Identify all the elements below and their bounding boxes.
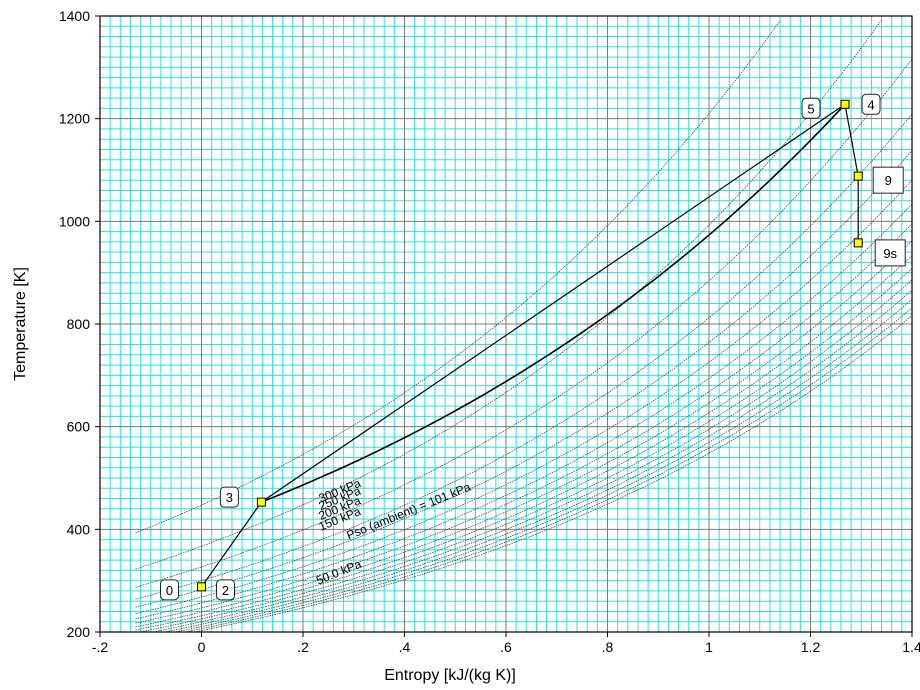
- y-tick-label: 800: [67, 316, 91, 332]
- y-axis-ticks: 200 400 600 800 1000 1200 1400: [59, 8, 100, 640]
- isobar-line: [135, 203, 913, 620]
- y-tick-label: 400: [67, 521, 91, 537]
- y-axis-title: Temperature [K]: [12, 267, 29, 381]
- y-tick-label: 1200: [59, 111, 90, 127]
- state-marker: [853, 171, 863, 181]
- isobar-line: [165, 289, 913, 633]
- y-tick-label: 1000: [59, 213, 90, 229]
- y-tick-label: 600: [67, 419, 91, 435]
- state-marker: [853, 238, 863, 248]
- isobar-line: [135, 58, 913, 588]
- isobar-line: [176, 299, 913, 633]
- isobar-line: [186, 307, 913, 633]
- state-label-text: 3: [226, 490, 233, 505]
- y-tick-label: 1400: [59, 8, 90, 24]
- x-axis-ticks: -.2 0 .2 .4 .6 .8 1 1.2 1.4: [92, 632, 920, 655]
- state-label-box: [872, 166, 904, 194]
- isobar-line: [135, 19, 882, 570]
- x-tick-label: 1.2: [801, 639, 821, 655]
- isobar-line: [135, 150, 913, 608]
- isobar-line: [135, 179, 913, 615]
- state-label-box: [219, 486, 239, 508]
- combustion-path: [261, 103, 846, 503]
- state-label-text: 4: [867, 97, 874, 112]
- x-axis-title: Entropy [kJ/(kg K)]: [384, 667, 516, 684]
- x-tick-label: .8: [602, 639, 614, 655]
- state-label-text: 0: [166, 583, 173, 598]
- isobar-line: [196, 315, 913, 633]
- state-label-box: [861, 93, 881, 115]
- state-marker: [197, 582, 206, 592]
- x-tick-label: 1.4: [902, 639, 920, 655]
- x-tick-label: 1: [705, 639, 713, 655]
- isobar-line: [155, 279, 913, 632]
- x-tick-label: -.2: [92, 639, 109, 655]
- state-label-box: [216, 579, 235, 601]
- isobar-line: [135, 255, 913, 631]
- state-label-box: [160, 579, 179, 601]
- x-tick-label: 0: [198, 639, 206, 655]
- state-label-text: 2: [222, 583, 229, 598]
- y-tick-label: 200: [67, 624, 91, 640]
- isobar-lines: [135, 19, 913, 633]
- isobar-line: [135, 113, 913, 600]
- x-tick-label: .2: [297, 639, 309, 655]
- isobar-line: [135, 223, 913, 624]
- state-label-text: 9s: [883, 246, 897, 261]
- state-label-text: 9: [885, 173, 892, 188]
- state-label-box: [874, 239, 906, 267]
- isobar-line: [140, 268, 913, 633]
- x-tick-label: .6: [500, 639, 512, 655]
- state-label-box: [801, 97, 821, 119]
- state-markers: [197, 99, 863, 592]
- x-tick-label: .4: [399, 639, 411, 655]
- state-labels: 0 2 3 4 5 9 9s: [160, 93, 906, 601]
- state-marker: [256, 497, 266, 507]
- state-label-text: 5: [807, 101, 814, 116]
- isobar-line: [135, 240, 913, 628]
- state-marker: [840, 99, 850, 109]
